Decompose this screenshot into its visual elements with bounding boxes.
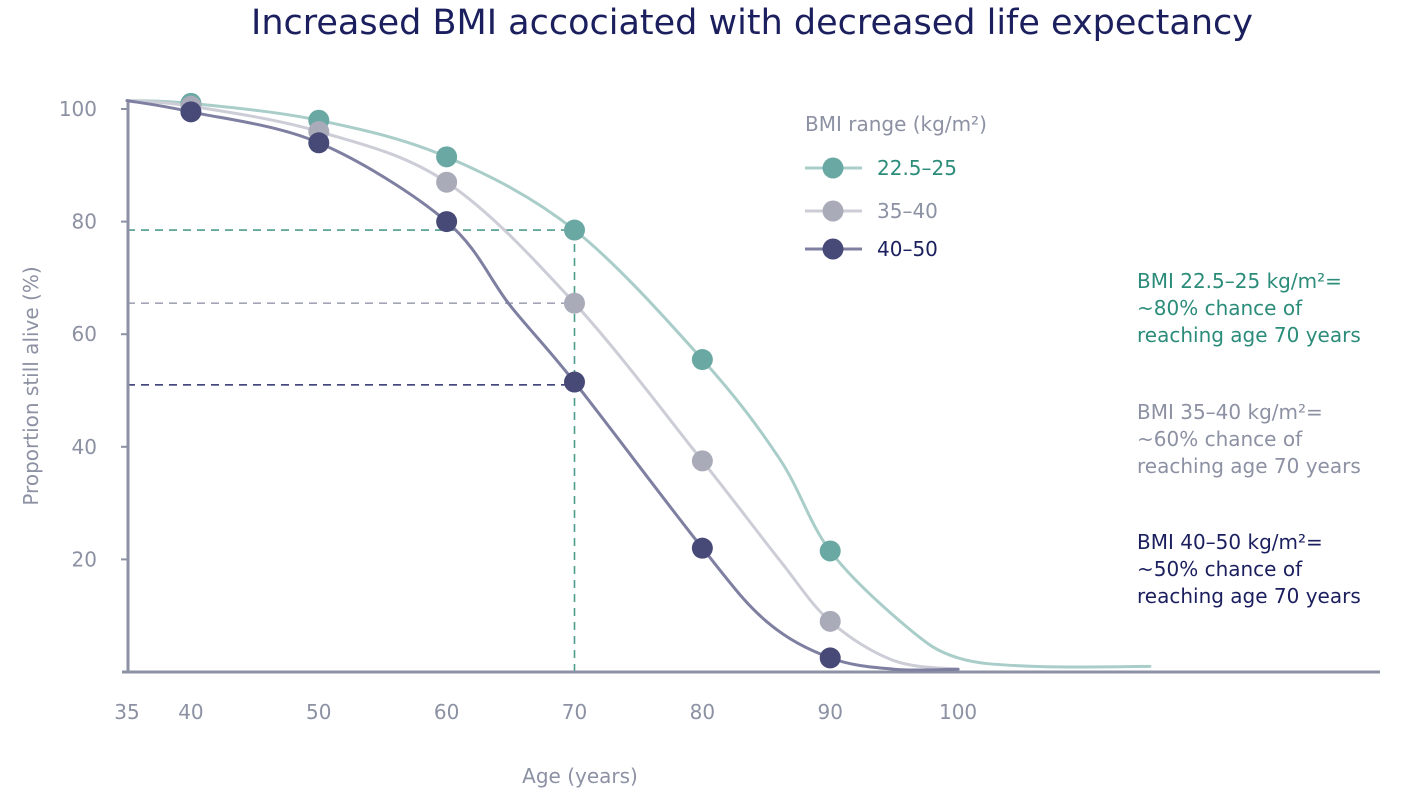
y-axis-ticks: 20 40 60 80 100 bbox=[59, 97, 128, 571]
data-point bbox=[436, 146, 458, 168]
legend-label: 35–40 bbox=[877, 199, 938, 223]
y-tick-label: 20 bbox=[72, 547, 97, 571]
x-axis-ticks: 35 40 50 60 70 80 90 100 bbox=[114, 700, 977, 724]
legend-items: 22.5–25 35–40 40–50 bbox=[805, 156, 957, 261]
legend-marker bbox=[822, 200, 844, 222]
x-axis-label: Age (years) bbox=[522, 764, 638, 788]
data-point bbox=[436, 211, 458, 233]
data-point bbox=[436, 171, 458, 193]
annotation-line: reaching age 70 years bbox=[1137, 323, 1361, 347]
series-lines bbox=[125, 99, 1152, 672]
data-point bbox=[564, 371, 585, 393]
legend-label: 40–50 bbox=[877, 237, 938, 261]
x-tick-label: 35 bbox=[114, 700, 139, 724]
chart-title: Increased BMI accociated with decreased … bbox=[251, 3, 1253, 43]
data-point bbox=[180, 101, 202, 123]
annotation-line: ~50% chance of bbox=[1137, 557, 1303, 581]
annotation-line: ~80% chance of bbox=[1137, 296, 1303, 320]
data-point bbox=[564, 292, 585, 314]
legend: BMI range (kg/m²) 22.5–25 35–40 40–50 bbox=[805, 112, 987, 261]
data-point bbox=[308, 132, 330, 154]
data-point bbox=[819, 540, 841, 562]
data-point bbox=[691, 349, 713, 371]
x-tick-label: 90 bbox=[817, 700, 842, 724]
annotation-line: BMI 40–50 kg/m²= bbox=[1137, 530, 1323, 554]
legend-title: BMI range (kg/m²) bbox=[805, 112, 987, 136]
annotations: BMI 22.5–25 kg/m²= ~80% chance of reaching… bbox=[1137, 269, 1361, 608]
x-tick-label: 100 bbox=[939, 700, 977, 724]
series-line bbox=[125, 99, 960, 671]
y-tick-label: 40 bbox=[72, 435, 97, 459]
reference-lines bbox=[127, 229, 576, 672]
annotation-line: ~60% chance of bbox=[1137, 427, 1303, 451]
y-tick-label: 60 bbox=[72, 322, 97, 346]
data-point bbox=[691, 537, 713, 559]
data-point bbox=[819, 647, 841, 669]
annotation-line: BMI 35–40 kg/m²= bbox=[1137, 400, 1323, 424]
legend-marker bbox=[822, 238, 844, 260]
x-tick-label: 60 bbox=[434, 700, 459, 724]
series-points bbox=[180, 92, 841, 669]
x-tick-label: 80 bbox=[690, 700, 715, 724]
legend-marker bbox=[822, 157, 844, 179]
annotation-line: reaching age 70 years bbox=[1137, 454, 1361, 478]
annotation-line: BMI 22.5–25 kg/m²= bbox=[1137, 269, 1342, 293]
x-tick-label: 70 bbox=[562, 700, 587, 724]
series-line bbox=[125, 99, 1152, 669]
y-axis-label: Proportion still alive (%) bbox=[19, 266, 43, 505]
data-point bbox=[564, 219, 585, 241]
y-tick-label: 80 bbox=[72, 210, 97, 234]
x-tick-label: 40 bbox=[178, 700, 203, 724]
y-tick-label: 100 bbox=[59, 97, 97, 121]
data-point bbox=[819, 610, 841, 632]
legend-label: 22.5–25 bbox=[877, 156, 957, 180]
x-tick-label: 50 bbox=[306, 700, 331, 724]
data-point bbox=[691, 450, 713, 472]
annotation-line: reaching age 70 years bbox=[1137, 584, 1361, 608]
series-line bbox=[125, 99, 960, 672]
